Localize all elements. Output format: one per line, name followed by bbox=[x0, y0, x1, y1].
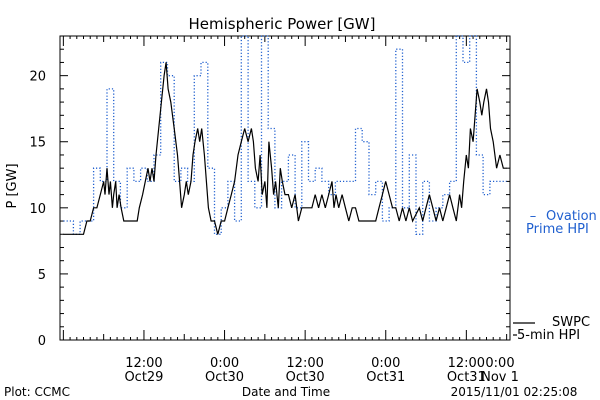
series-ovation-line bbox=[63, 35, 507, 235]
legend-ovation-dash: – bbox=[530, 209, 537, 224]
x-tick-label-date: Oct31 bbox=[366, 370, 405, 385]
series-swpc-line bbox=[63, 62, 507, 235]
y-tick-label: 15 bbox=[29, 136, 46, 151]
legend-swpc-line1: SWPC bbox=[552, 315, 590, 330]
chart-title: Hemispheric Power [GW] bbox=[189, 15, 376, 33]
legend-ovation-line1: Ovation bbox=[546, 209, 597, 224]
y-axis-label: P [GW] bbox=[5, 163, 20, 208]
y-tick-label: 10 bbox=[29, 202, 46, 217]
footer-timestamp: 2015/11/01 02:25:08 bbox=[451, 385, 578, 399]
x-tick-label-time: 12:00 bbox=[125, 356, 162, 371]
x-tick-label-date: Oct30 bbox=[286, 370, 325, 385]
x-tick-label-date: Oct29 bbox=[124, 370, 163, 385]
y-tick-label: 20 bbox=[29, 70, 46, 85]
legend-ovation-line2: Prime HPI bbox=[526, 222, 589, 237]
x-tick-label-time: 12:00 bbox=[286, 356, 323, 371]
x-tick-label-date: Nov 1 bbox=[481, 370, 519, 385]
y-tick-label: 0 bbox=[38, 334, 46, 349]
y-tick-label: 5 bbox=[38, 268, 46, 283]
x-tick-label-date: Oct30 bbox=[205, 370, 244, 385]
legend-ovation: – Ovation Prime HPI bbox=[526, 209, 597, 237]
x-axis-label: Date and Time bbox=[242, 385, 330, 399]
x-tick-label-time: 12:00 bbox=[448, 356, 485, 371]
x-tick-label-date: Oct31 bbox=[447, 370, 486, 385]
x-tick-label-time: 0:00 bbox=[485, 356, 514, 371]
legend-swpc: SWPC 5-min HPI bbox=[513, 315, 590, 343]
legend-swpc-line2: 5-min HPI bbox=[517, 328, 580, 343]
x-tick-label-time: 0:00 bbox=[210, 356, 239, 371]
footer-credit: Plot: CCMC bbox=[4, 385, 70, 399]
x-tick-label-time: 0:00 bbox=[371, 356, 400, 371]
